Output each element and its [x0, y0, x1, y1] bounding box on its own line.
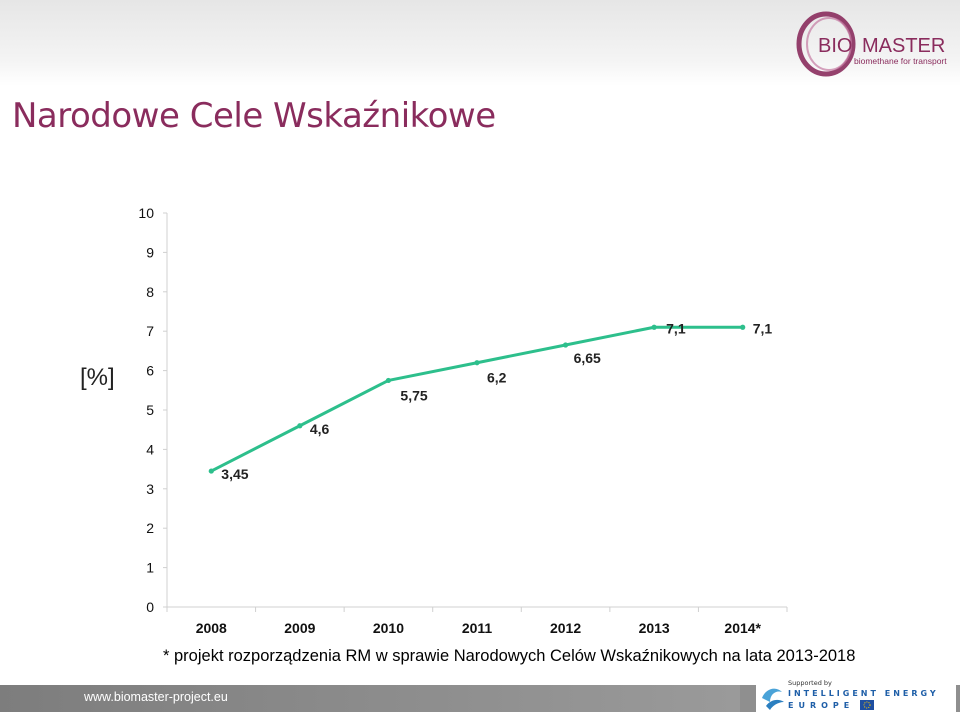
y-tick-label: 9	[146, 244, 154, 260]
program-name-line1: INTELLIGENT ENERGY	[788, 689, 939, 698]
y-tick-label: 2	[146, 520, 154, 536]
data-point	[297, 423, 303, 429]
y-tick-label: 6	[146, 363, 154, 379]
supported-by-text: Supported by	[788, 679, 832, 687]
y-tick-label: 3	[146, 481, 154, 497]
x-tick-label: 2009	[284, 620, 315, 636]
data-label: 6,65	[574, 350, 601, 366]
y-tick-label: 1	[146, 560, 154, 576]
logo-text-master: MASTER	[862, 35, 945, 57]
y-tick-label: 8	[146, 284, 154, 300]
data-label: 5,75	[400, 387, 427, 403]
x-tick-label: 2012	[550, 620, 581, 636]
data-point	[474, 360, 480, 366]
data-label: 7,1	[753, 320, 773, 336]
series-line	[210, 325, 743, 473]
page-title: Narodowe Cele Wskaźnikowe	[12, 96, 496, 136]
x-tick-label: 2013	[639, 620, 670, 636]
data-label: 6,2	[487, 370, 507, 386]
logo-tagline: biomethane for transport	[854, 56, 947, 66]
y-tick-label: 0	[146, 599, 154, 615]
data-label: 7,1	[666, 320, 686, 336]
website-link[interactable]: www.biomaster-project.eu	[84, 690, 228, 704]
y-tick-label: 7	[146, 323, 154, 339]
x-tick-label: 2008	[196, 620, 227, 636]
intelligent-energy-europe-logo: Supported by INTELLIGENT ENERGY EUROPE	[756, 676, 956, 712]
y-axis-unit-label: [%]	[80, 364, 115, 391]
data-point	[208, 468, 214, 474]
x-tick-label: 2011	[462, 620, 493, 636]
y-tick-label: 4	[146, 441, 154, 457]
data-point	[385, 377, 392, 384]
footnote: * projekt rozporządzenia RM w sprawie Na…	[163, 647, 856, 665]
data-label: 3,45	[221, 466, 248, 482]
data-label: 4,6	[310, 421, 330, 437]
program-name-line2: EUROPE	[788, 701, 854, 710]
eu-flag-icon	[860, 700, 874, 710]
biomaster-logo: BIO MASTER biomethane for transport	[796, 11, 947, 77]
footer-band-left	[0, 685, 740, 712]
data-point	[562, 342, 569, 348]
data-point	[651, 324, 657, 330]
x-tick-label: 2010	[373, 620, 404, 636]
y-tick-label: 10	[138, 205, 154, 221]
x-tick-label: 2014*	[724, 620, 761, 636]
y-tick-label: 5	[146, 402, 154, 418]
logo-text-bio: BIO	[818, 35, 852, 57]
swirl-icon	[762, 688, 782, 702]
data-point	[740, 324, 746, 330]
